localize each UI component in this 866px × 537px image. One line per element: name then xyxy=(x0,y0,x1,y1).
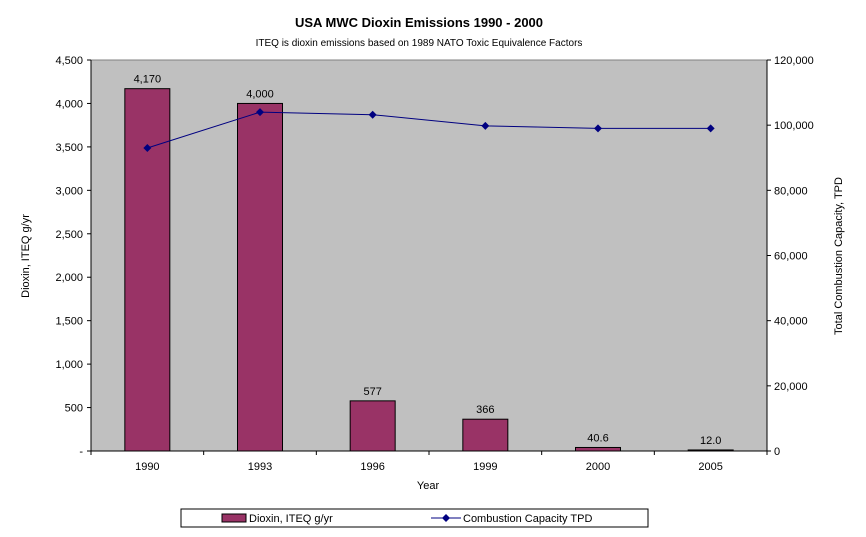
bar xyxy=(237,102,283,452)
x-tick-label: 1999 xyxy=(473,461,497,473)
legend-label-capacity: Combustion Capacity TPD xyxy=(463,513,592,525)
chart-title: USA MWC Dioxin Emissions 1990 - 2000 xyxy=(295,15,543,30)
y2-tick-label: 20,000 xyxy=(774,381,808,393)
plot-area xyxy=(90,59,768,452)
capacity-marker xyxy=(594,124,602,133)
y-tick-label: 3,000 xyxy=(55,185,83,197)
y2-tick-label: 0 xyxy=(774,446,780,458)
y2-tick-label: 60,000 xyxy=(774,251,808,263)
bar-data-label: 40.6 xyxy=(587,432,608,444)
capacity-marker xyxy=(368,110,377,119)
y-tick-label: 1,500 xyxy=(55,316,83,328)
legend-marker-capacity xyxy=(442,514,450,522)
y-tick-label: 2,000 xyxy=(55,272,83,284)
bar-data-label: 4,170 xyxy=(134,74,162,86)
bar xyxy=(575,446,621,452)
x-tick-label: 1996 xyxy=(360,461,384,473)
y2-tick-label: 100,000 xyxy=(774,120,814,132)
capacity-marker xyxy=(706,124,715,133)
bar-data-label: 4,000 xyxy=(246,88,274,100)
y-tick-label: 4,500 xyxy=(55,55,83,67)
y-tick-label: 4,000 xyxy=(55,98,83,110)
y-tick-label: 2,500 xyxy=(55,229,83,241)
bar-data-label: 577 xyxy=(363,386,381,398)
bar xyxy=(462,418,509,452)
capacity-marker xyxy=(481,121,490,130)
y2-tick-label: 40,000 xyxy=(774,316,808,328)
bar-data-label: 12.0 xyxy=(700,435,721,447)
y-tick-label: 1,000 xyxy=(55,359,83,371)
x-tick-label: 2005 xyxy=(698,461,722,473)
x-axis-label: Year xyxy=(417,480,440,492)
y2-axis-label: Total Combustion Capacity, TPD xyxy=(833,177,845,335)
axes-layer: - 500 1,000 1,500 2,000 2,500 3,000 3,500 4,000 4… xyxy=(55,55,813,473)
line-layer xyxy=(143,108,715,152)
y-axis-label: Dioxin, ITEQ g/yr xyxy=(20,214,32,298)
x-tick-label: 1993 xyxy=(248,461,272,473)
y-tick-label: - xyxy=(79,446,83,458)
x-tick-label: 1990 xyxy=(135,461,159,473)
bar xyxy=(349,400,396,452)
capacity-marker xyxy=(256,108,264,117)
legend-swatch-dioxin xyxy=(221,513,247,523)
legend-box xyxy=(180,508,649,528)
capacity-marker xyxy=(143,143,152,152)
y2-tick-label: 80,000 xyxy=(774,185,808,197)
capacity-line xyxy=(147,111,711,149)
y2-tick-label: 120,000 xyxy=(774,55,814,67)
bar-data-label: 366 xyxy=(476,404,494,416)
legend: Dioxin, ITEQ g/yr Combustion Capacity TP… xyxy=(180,508,649,528)
x-tick-label: 2000 xyxy=(586,461,610,473)
chart-subtitle: ITEQ is dioxin emissions based on 1989 N… xyxy=(256,38,583,49)
y-tick-label: 3,500 xyxy=(55,142,83,154)
y-tick-label: 500 xyxy=(65,403,83,415)
legend-label-dioxin: Dioxin, ITEQ g/yr xyxy=(249,513,333,525)
